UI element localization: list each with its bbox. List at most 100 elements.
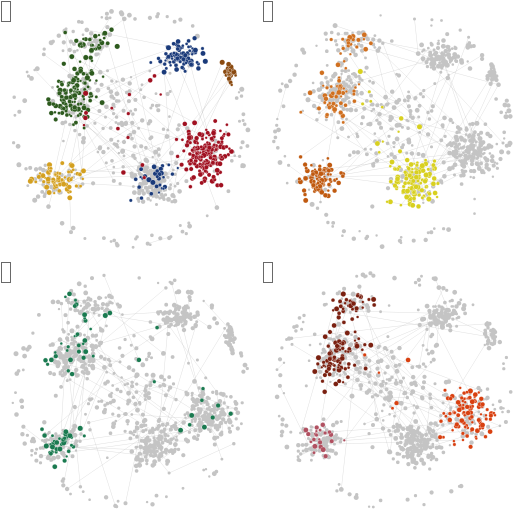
node (165, 44, 172, 51)
node (418, 92, 423, 96)
node (469, 158, 475, 163)
node (222, 412, 227, 417)
node (434, 457, 439, 462)
node (410, 451, 414, 455)
node (69, 162, 75, 169)
node (341, 46, 346, 51)
node (474, 432, 478, 436)
node (455, 312, 458, 316)
node (364, 56, 367, 60)
node (157, 417, 162, 421)
node (114, 43, 121, 50)
node (473, 422, 477, 425)
node (74, 367, 79, 373)
node (140, 452, 143, 456)
node (49, 444, 56, 450)
node (132, 433, 136, 437)
node (102, 236, 106, 241)
node (21, 424, 26, 429)
node (506, 409, 511, 414)
node (430, 181, 437, 187)
node (154, 194, 159, 199)
node (348, 153, 352, 157)
node (190, 420, 194, 424)
node (195, 320, 199, 324)
node (154, 92, 158, 95)
node (181, 420, 186, 425)
node (491, 403, 495, 407)
node (374, 140, 381, 147)
node (227, 342, 232, 348)
node (200, 137, 205, 141)
node (433, 50, 439, 56)
node (405, 357, 411, 363)
node (175, 320, 178, 323)
node (53, 393, 58, 398)
node (79, 101, 83, 106)
node (163, 171, 168, 177)
node (352, 363, 357, 368)
node (52, 464, 58, 470)
node (463, 425, 467, 429)
node (441, 450, 446, 455)
node (440, 19, 443, 22)
node (332, 188, 338, 194)
node (451, 428, 455, 432)
node (443, 134, 447, 138)
node (162, 427, 167, 431)
node (51, 180, 55, 184)
node (140, 83, 144, 87)
node (331, 422, 336, 428)
node (343, 103, 348, 108)
node (67, 332, 70, 336)
node (163, 322, 167, 325)
node (367, 432, 371, 436)
node (343, 361, 347, 365)
node (319, 189, 325, 195)
node (77, 172, 83, 177)
node (441, 38, 446, 43)
node (276, 127, 281, 133)
node (92, 33, 98, 39)
node (319, 81, 324, 86)
node (445, 75, 451, 81)
node (467, 41, 472, 45)
node (341, 80, 346, 85)
node (85, 377, 89, 381)
node (345, 107, 350, 112)
node (152, 450, 157, 455)
node (133, 177, 138, 182)
node (139, 438, 144, 443)
node (302, 175, 309, 182)
node (374, 416, 380, 422)
node (392, 141, 396, 145)
node (412, 404, 416, 407)
node (58, 171, 62, 176)
node (130, 384, 135, 389)
node (504, 111, 508, 115)
node (186, 45, 191, 49)
node (356, 315, 360, 319)
node (379, 382, 385, 388)
node (218, 420, 224, 426)
node (224, 144, 229, 149)
node (50, 433, 55, 438)
node (63, 313, 68, 318)
node (56, 174, 59, 178)
node (432, 276, 438, 282)
node (336, 436, 340, 440)
node (241, 369, 246, 374)
node (114, 91, 120, 97)
node (55, 454, 61, 460)
node (352, 51, 356, 54)
node (226, 405, 230, 409)
node (319, 70, 325, 76)
node (97, 400, 101, 403)
node (181, 453, 186, 458)
node (342, 59, 346, 63)
node (103, 403, 107, 407)
node (210, 423, 213, 427)
node (405, 151, 409, 155)
node (446, 52, 451, 58)
node (93, 302, 98, 308)
